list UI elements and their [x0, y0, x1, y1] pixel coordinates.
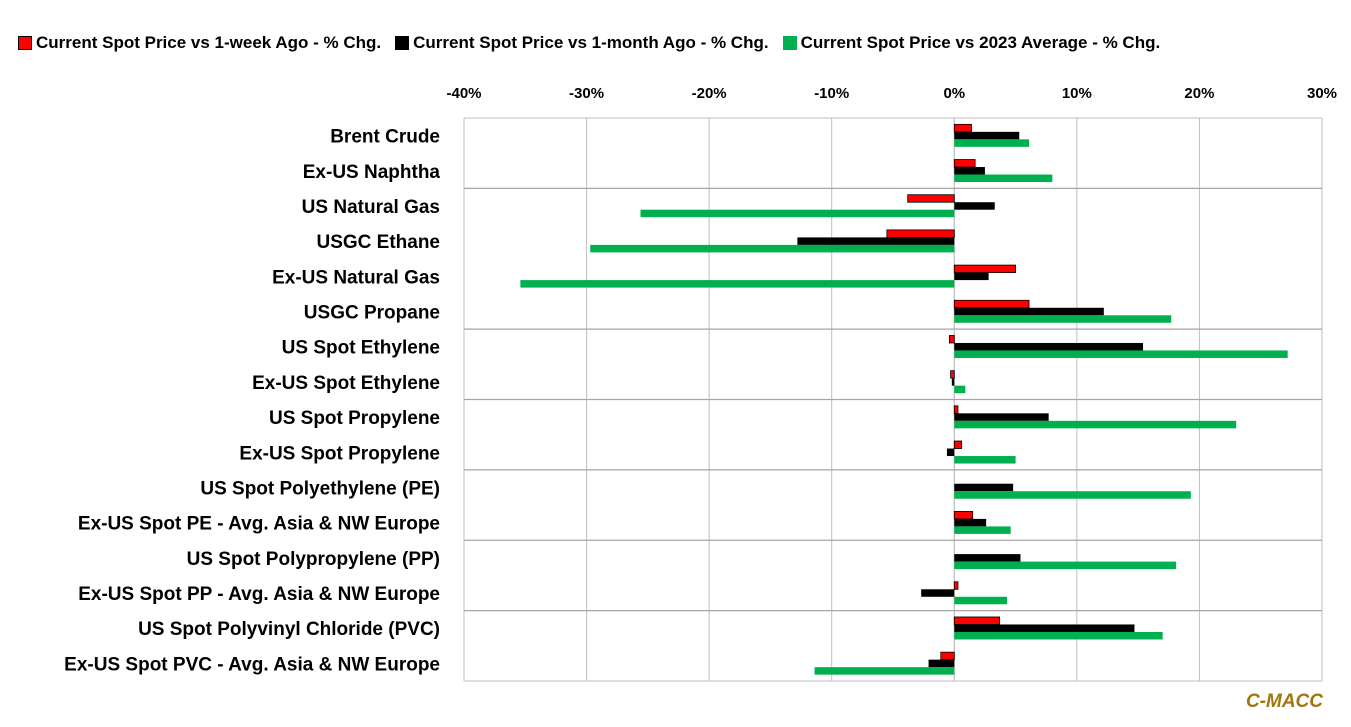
- category-label: USGC Propane: [304, 303, 440, 324]
- bar-month: [954, 483, 1014, 492]
- bar-week: [953, 159, 976, 168]
- bar-avg2023: [954, 491, 1191, 499]
- x-tick-label: 20%: [1184, 85, 1214, 102]
- category-label: Ex-US Spot PE - Avg. Asia & NW Europe: [78, 514, 440, 535]
- bar-month: [797, 237, 955, 245]
- bar-avg2023: [954, 174, 1053, 183]
- label-layer: -40% -30% -20% -10% 0% 10% 20% 30% Brent Crude Ex…: [64, 85, 1337, 675]
- bar-avg2023: [814, 667, 955, 675]
- legend-swatch-month: [395, 36, 410, 50]
- bar-week: [953, 264, 1016, 273]
- category-label: Brent Crude: [330, 127, 440, 148]
- bar-avg2023: [954, 420, 1237, 429]
- x-tick-label: 30%: [1307, 85, 1337, 102]
- bar-month: [946, 448, 955, 457]
- bar-month: [954, 131, 1020, 140]
- bar-month: [928, 659, 955, 668]
- legend-swatch-avg2023: [782, 36, 797, 50]
- bar-avg2023: [954, 139, 1030, 147]
- category-label: US Spot Polypropylene (PP): [187, 549, 440, 570]
- bar-avg2023: [954, 596, 1007, 605]
- bar-avg2023: [954, 456, 1016, 464]
- bar-avg2023: [520, 280, 955, 288]
- category-label: Ex-US Spot Ethylene: [252, 373, 440, 394]
- legend-label-week: Current Spot Price vs 1-week Ago - % Chg…: [36, 33, 382, 52]
- bar-avg2023: [954, 561, 1177, 570]
- bar-month: [954, 202, 995, 210]
- credit-label: C-MACC: [1245, 691, 1323, 712]
- bar-avg2023: [954, 350, 1288, 358]
- x-tick-label: -30%: [569, 85, 604, 102]
- bar-avg2023: [640, 209, 955, 218]
- bar-month: [954, 342, 1144, 351]
- bar-avg2023: [954, 526, 1011, 534]
- legend-label-month: Current Spot Price vs 1-month Ago - % Ch…: [413, 33, 769, 52]
- bar-week: [940, 651, 955, 661]
- bar-avg2023: [590, 244, 955, 253]
- category-label: US Natural Gas: [302, 197, 440, 218]
- bar-layer: [520, 123, 1288, 675]
- category-label: Ex-US Natural Gas: [272, 267, 440, 288]
- category-label: US Spot Polyethylene (PE): [200, 478, 440, 499]
- legend-item-month: Current Spot Price vs 1-month Ago - % Ch…: [395, 33, 769, 53]
- legend-label-avg2023: Current Spot Price vs 2023 Average - % C…: [800, 33, 1161, 52]
- bar-week: [907, 194, 955, 203]
- x-tick-label: -20%: [692, 85, 727, 102]
- legend-item-week: Current Spot Price vs 1-week Ago - % Chg…: [18, 33, 381, 53]
- x-tick-label: -10%: [814, 85, 849, 102]
- separator-layer: [464, 117, 1322, 682]
- bar-week: [953, 581, 959, 590]
- bar-week: [953, 299, 1030, 309]
- bar-week: [950, 370, 955, 379]
- bar-month: [954, 307, 1104, 316]
- category-label: US Spot Propylene: [269, 408, 440, 429]
- bar-month: [921, 589, 955, 597]
- legend-swatch-week: [18, 36, 32, 50]
- bar-month: [954, 624, 1135, 632]
- x-tick-label: 10%: [1062, 85, 1092, 102]
- bar-month: [954, 167, 985, 175]
- category-label: Ex-US Naphtha: [303, 162, 441, 183]
- legend: Current Spot Price vs 1-week Ago - % Chg…: [18, 30, 1174, 56]
- bar-month: [954, 413, 1049, 421]
- x-tick-label: 0%: [943, 85, 965, 102]
- bar-month: [954, 554, 1021, 562]
- category-label: USGC Ethane: [316, 232, 440, 253]
- bar-month: [954, 518, 987, 527]
- category-label: US Spot Ethylene: [282, 338, 440, 359]
- bar-avg2023: [954, 631, 1163, 640]
- bar-week: [948, 335, 955, 344]
- bar-month: [951, 378, 955, 386]
- category-label: Ex-US Spot PP - Avg. Asia & NW Europe: [78, 584, 440, 605]
- bar-week: [886, 229, 955, 238]
- bar-avg2023: [954, 385, 966, 394]
- bar-week: [953, 405, 959, 414]
- bar-avg2023: [954, 315, 1172, 323]
- bar-week: [953, 616, 1001, 625]
- bar-month: [954, 272, 989, 281]
- x-tick-label: -40%: [446, 85, 481, 102]
- category-label: Ex-US Spot PVC - Avg. Asia & NW Europe: [64, 654, 440, 675]
- legend-item-avg2023: Current Spot Price vs 2023 Average - % C…: [782, 33, 1161, 53]
- bar-week: [953, 511, 974, 520]
- category-label: Ex-US Spot Propylene: [239, 443, 440, 464]
- bar-week: [953, 123, 972, 133]
- category-label: US Spot Polyvinyl Chloride (PVC): [138, 619, 440, 640]
- bar-week: [953, 440, 963, 449]
